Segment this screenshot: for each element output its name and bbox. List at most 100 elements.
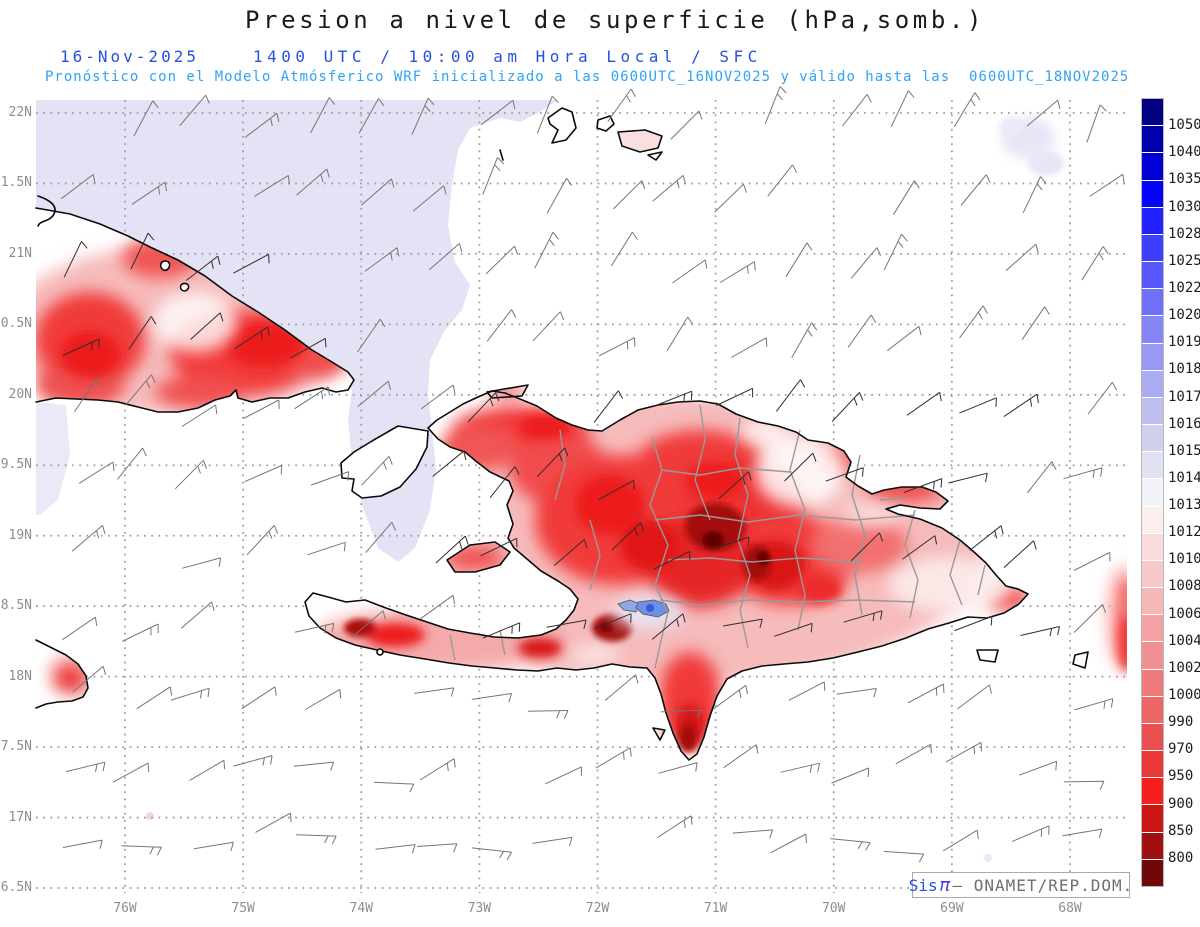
wind-barb-icon	[130, 232, 155, 270]
wind-barb-icon	[78, 461, 115, 484]
wind-barb-icon	[358, 98, 385, 134]
wind-barb-icon	[486, 309, 517, 342]
colorbar-cell	[1142, 207, 1163, 234]
wind-barb-icon	[180, 601, 215, 629]
wind-barb-icon	[357, 380, 392, 408]
wind-barb-icon	[895, 743, 932, 765]
wind-barb-icon	[666, 316, 694, 352]
colorbar-cell	[1142, 778, 1163, 805]
wind-barb-icon	[1062, 828, 1103, 838]
wind-barb-icon	[181, 404, 218, 427]
wind-barb-icon	[764, 86, 787, 124]
wind-barb-icon	[785, 242, 813, 278]
wind-barb-icon	[1003, 540, 1037, 568]
colorbar-cell	[1142, 425, 1163, 452]
colorbar-cell	[1142, 859, 1163, 886]
colorbar-cell	[1142, 560, 1163, 588]
colorbar-cell	[1142, 452, 1163, 479]
wind-barb-icon	[836, 688, 877, 698]
wind-barb-icon	[595, 747, 632, 769]
colorbar-cell	[1142, 262, 1163, 289]
run-date: 16-Nov-2025	[60, 47, 199, 66]
lake-enriquillo	[617, 599, 670, 618]
colorbar-cell	[1142, 99, 1163, 126]
wind-barb-icon	[672, 259, 708, 284]
sispi-logo-sis: Sis	[908, 875, 938, 895]
wind-barb-icon	[546, 178, 573, 214]
wind-barb-icon	[850, 247, 882, 279]
wind-barb-icon	[255, 812, 292, 833]
wind-barb-icon	[527, 710, 569, 719]
wind-barb-icon	[420, 594, 456, 620]
wind-barb-icon	[791, 322, 818, 358]
valid-time: 1400 UTC / 10:00 am Hora Local / SFC	[253, 47, 762, 66]
wind-barb-icon	[179, 94, 210, 127]
wind-barb-icon	[170, 687, 210, 701]
colorbar-cell	[1142, 397, 1163, 425]
wind-barb-icon	[710, 536, 750, 550]
wind-barb-icon	[959, 397, 997, 414]
wind-barb-icon	[63, 240, 88, 278]
wind-barb-icon	[613, 180, 646, 210]
wind-barb-icon	[1026, 461, 1057, 494]
wind-barb-icon	[420, 384, 456, 410]
wind-barb-icon	[411, 97, 435, 135]
wind-barb-icon	[654, 390, 693, 407]
wind-barb-icon	[62, 338, 100, 356]
colorbar-cell	[1142, 832, 1163, 859]
wind-barb-icon	[131, 181, 167, 205]
wind-barb-icon	[532, 311, 565, 342]
wind-barb-icon	[780, 762, 821, 774]
wind-barb-icon	[892, 180, 920, 215]
wind-barb-icon	[117, 447, 147, 480]
colorbar-cell	[1142, 479, 1163, 506]
wind-barb-icon	[775, 379, 806, 412]
wind-barb-icon	[60, 174, 96, 200]
wind-barb-icon	[830, 838, 871, 851]
wind-barb-icon	[1081, 246, 1109, 281]
wind-barb-icon	[361, 455, 393, 486]
wind-barb-icon	[419, 758, 456, 781]
wind-barb-icon	[428, 243, 463, 271]
coastlines	[35, 107, 1089, 761]
wind-barb-icon	[945, 741, 983, 763]
wind-barb-icon	[352, 610, 386, 637]
colorbar-cell	[1142, 805, 1163, 832]
wind-barb-icon	[660, 709, 702, 719]
wind-barb-icon	[544, 766, 582, 785]
wind-barb-icon	[948, 472, 988, 484]
wind-barb-icon	[718, 471, 752, 499]
wind-barb-icon	[546, 619, 587, 629]
wind-barb-icon	[181, 557, 222, 569]
wind-barb-icon	[125, 374, 156, 406]
wind-barb-icon	[593, 613, 632, 630]
wind-barb-icon	[414, 687, 455, 697]
wind-barb-icon	[536, 95, 559, 134]
wind-barb-icon	[1086, 104, 1107, 143]
wind-barb-icon	[969, 525, 1004, 551]
wind-barb-icon	[604, 674, 639, 701]
wind-barb-icon	[310, 471, 350, 486]
wind-barb-icon	[719, 261, 756, 283]
wind-barb-icon	[128, 316, 157, 350]
colorbar-cell	[1142, 615, 1163, 642]
wind-barb-icon	[482, 157, 505, 195]
wind-barb-icon	[610, 231, 638, 267]
wind-barb-icon	[112, 762, 150, 783]
wind-barb-icon	[1074, 698, 1114, 711]
wind-barb-icon	[652, 175, 686, 202]
wind-barb-icon	[489, 466, 520, 499]
wind-barb-icon	[883, 233, 908, 271]
wind-barb-icon	[121, 623, 159, 642]
wind-barb-icon	[593, 390, 624, 423]
wind-barb-icon	[432, 450, 467, 477]
model-info-line: Pronóstico con el Modelo Atmósferico WRF…	[45, 69, 1130, 85]
wind-barb-icon	[653, 550, 691, 570]
colorbar-cell	[1142, 588, 1163, 615]
wind-barb-icon	[598, 479, 635, 501]
wind-barb-icon	[1087, 381, 1118, 415]
wind-barb-icon	[960, 174, 991, 206]
wind-barb-icon	[534, 231, 559, 269]
